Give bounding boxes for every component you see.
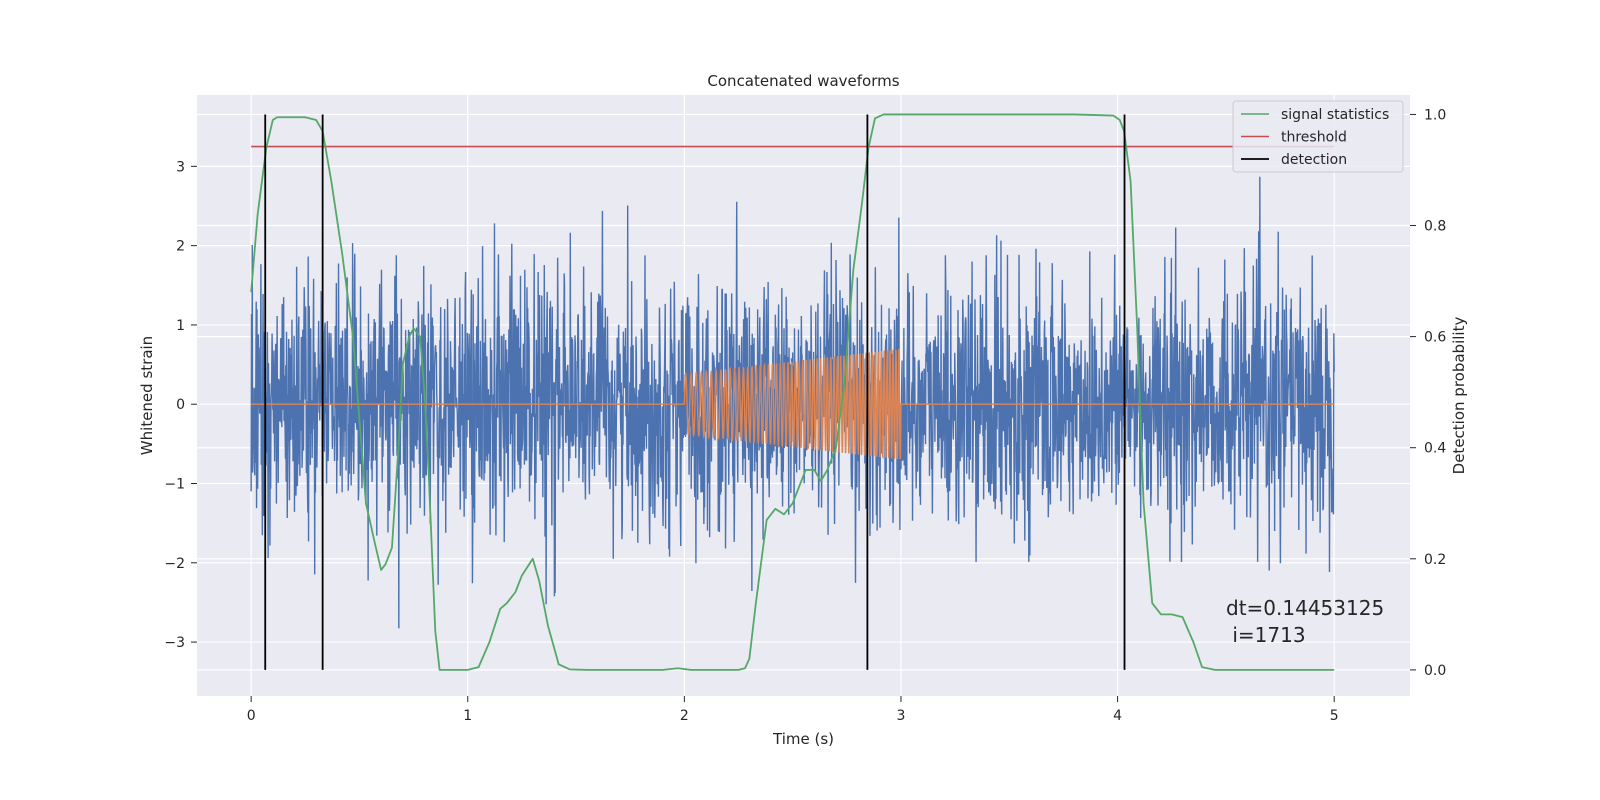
y-tick-label: 0 xyxy=(176,397,185,413)
y2-axis-title: Detection probability xyxy=(1450,317,1468,475)
y-tick-label: 2 xyxy=(176,239,185,255)
x-tick-label: 5 xyxy=(1330,708,1339,724)
x-tick-label: 3 xyxy=(897,708,906,724)
y2-tick-label: 0.6 xyxy=(1424,330,1446,346)
legend-box xyxy=(1232,100,1404,173)
y-axis-title: Whitened strain xyxy=(138,336,156,455)
y2-tick-label: 0.4 xyxy=(1424,441,1446,457)
y-tick-label: 3 xyxy=(176,159,185,175)
legend-label-signal-statistics: signal statistics xyxy=(1281,107,1389,123)
y2-tick-label: 0.2 xyxy=(1424,552,1446,568)
axes: 0 1 2 3 4 5 −3 −2 −1 0 1 2 3 0.0 0.2 0.4 0.6 0.8 1.0 xyxy=(164,107,1446,724)
series-line-signal-statistics xyxy=(250,113,1335,671)
y-tick-label: −1 xyxy=(164,477,185,493)
annotation-index: i=1713 xyxy=(1226,623,1306,647)
y2-tick-label: 1.0 xyxy=(1424,107,1446,123)
x-tick-label: 2 xyxy=(680,708,689,724)
series-line-injected-waveform xyxy=(251,349,1335,460)
annotation-dt: dt=0.14453125 xyxy=(1226,596,1384,620)
chart-title: Concatenated waveforms xyxy=(707,72,899,90)
y2-tick-label: 0.8 xyxy=(1424,219,1446,235)
y-tick-label: −2 xyxy=(164,556,185,572)
series-line-whitened-strain xyxy=(250,176,1335,629)
x-axis-title: Time (s) xyxy=(772,730,834,748)
legend-label-detection: detection xyxy=(1281,152,1347,168)
plot-area xyxy=(250,113,1335,671)
y-tick-label: −3 xyxy=(164,635,185,651)
x-tick-label: 1 xyxy=(463,708,472,724)
y-tick-label: 1 xyxy=(176,318,185,334)
legend-label-threshold: threshold xyxy=(1281,130,1347,146)
x-tick-label: 0 xyxy=(247,708,256,724)
y2-tick-label: 0.0 xyxy=(1424,663,1446,679)
legend: signal statistics threshold detection xyxy=(1232,100,1404,173)
x-tick-label: 4 xyxy=(1113,708,1122,724)
